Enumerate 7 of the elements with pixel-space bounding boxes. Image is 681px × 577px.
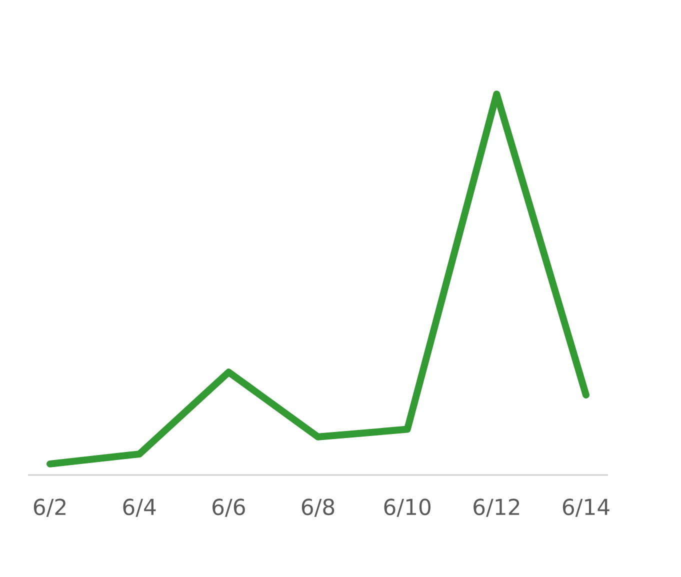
- x-tick-label: 6/12: [474, 498, 520, 517]
- x-tick-label: 6/4: [123, 498, 156, 517]
- x-tick-label: 6/14: [562, 498, 610, 517]
- x-tick-label: 6/10: [384, 498, 430, 517]
- x-tick-label: 6/8: [302, 498, 334, 517]
- x-tick-label: 6/2: [34, 498, 66, 517]
- x-tick-label: 6/6: [212, 498, 245, 517]
